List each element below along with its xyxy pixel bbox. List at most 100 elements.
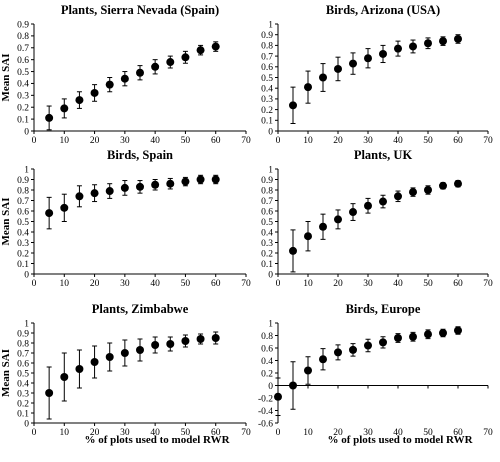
x-tick-label: 20: [90, 428, 100, 438]
x-tick-label: 50: [181, 279, 191, 289]
data-point: [289, 381, 297, 390]
data-point: [75, 365, 84, 373]
y-tick-label: 0.4: [17, 80, 29, 90]
y-tick-label: 0.2: [261, 369, 273, 379]
data-point: [394, 192, 402, 201]
y-tick-label: 0.9: [17, 176, 29, 186]
data-point: [196, 175, 205, 184]
x-axis-title-right: % of plots used to model RWR: [327, 434, 473, 446]
y-tick-label: 0.6: [261, 63, 273, 73]
y-tick-label: 0.6: [261, 207, 273, 217]
y-tick-label: 1: [268, 319, 273, 329]
data-point: [409, 332, 417, 341]
data-point: [409, 42, 417, 51]
y-axis-title: Mean SAI: [0, 198, 12, 246]
data-point: [379, 197, 387, 206]
y-tick-label: 1: [24, 319, 29, 329]
y-tick-label: 1: [24, 165, 29, 175]
chart-title: Plants, Sierra Nevada (Spain): [61, 3, 219, 17]
x-axis-title-left: % of plots used to model RWR: [84, 434, 230, 446]
data-point: [319, 73, 327, 82]
data-point: [90, 88, 99, 97]
x-tick-label: 30: [120, 428, 130, 438]
y-tick-label: 0: [24, 127, 29, 137]
y-tick-label: 0.1: [261, 260, 273, 270]
y-tick-label: -0.4: [258, 407, 273, 417]
x-tick-label: 0: [32, 136, 37, 146]
y-tick-label: 0.9: [17, 20, 29, 30]
chart-panel-4: Plants, UK00.10.20.30.40.50.60.70.80.910…: [261, 148, 493, 289]
x-tick-label: 70: [241, 136, 251, 146]
data-point: [304, 83, 312, 92]
y-tick-label: 0.8: [261, 42, 273, 52]
x-tick-label: 30: [120, 279, 130, 289]
y-tick-label: 1: [268, 165, 273, 175]
data-point: [75, 96, 84, 105]
data-point: [394, 334, 402, 342]
data-point: [211, 175, 220, 184]
x-tick-label: 0: [276, 279, 281, 289]
y-tick-label: 0.4: [261, 85, 273, 95]
data-point: [151, 180, 160, 189]
x-tick-label: 10: [303, 428, 313, 438]
x-tick-label: 20: [333, 279, 343, 289]
y-tick-label: 0.9: [261, 31, 273, 41]
data-point: [379, 49, 387, 58]
x-tick-label: 60: [453, 279, 463, 289]
y-tick-label: 0.3: [17, 239, 29, 249]
x-tick-label: 10: [303, 136, 313, 146]
chart-title: Birds, Europe: [346, 302, 421, 316]
data-point: [439, 181, 447, 190]
y-tick-label: 0.5: [261, 218, 273, 228]
data-point: [304, 366, 312, 375]
data-point: [105, 353, 114, 361]
y-tick-label: 0.7: [261, 197, 273, 207]
y-tick-label: 0.8: [261, 186, 273, 196]
y-tick-label: 0.3: [261, 95, 273, 105]
data-point: [424, 186, 432, 194]
x-tick-label: 70: [483, 279, 493, 289]
data-point: [274, 392, 282, 401]
y-tick-label: 0.5: [17, 218, 29, 228]
data-point: [120, 74, 129, 83]
data-point: [196, 335, 205, 343]
data-point: [196, 46, 205, 55]
data-point: [60, 203, 69, 212]
data-point: [90, 189, 99, 198]
data-point: [90, 358, 99, 366]
data-point: [334, 215, 342, 224]
data-point: [304, 232, 312, 241]
x-tick-label: 20: [333, 136, 343, 146]
x-tick-label: 40: [150, 428, 160, 438]
data-point: [409, 188, 417, 197]
data-point: [75, 192, 84, 201]
x-tick-label: 50: [181, 428, 191, 438]
data-point: [45, 113, 54, 122]
x-tick-label: 40: [393, 136, 403, 146]
y-tick-label: 0.3: [17, 389, 29, 399]
x-tick-label: 50: [423, 279, 433, 289]
x-tick-label: 0: [276, 428, 281, 438]
x-tick-label: 0: [32, 428, 37, 438]
data-point: [105, 80, 114, 89]
data-point: [454, 326, 462, 335]
chart-panel-6: Birds, Europe-0.6-0.4-0.200.20.40.60.810…: [258, 302, 493, 438]
data-point: [211, 334, 220, 342]
x-tick-label: 70: [241, 428, 251, 438]
data-point: [364, 54, 372, 63]
data-point: [136, 68, 144, 77]
y-tick-label: 0.1: [17, 260, 29, 270]
y-tick-label: -0.2: [258, 394, 273, 404]
chart-title: Birds, Arizona (USA): [326, 3, 440, 17]
data-point: [439, 37, 447, 46]
data-point: [60, 373, 69, 381]
y-tick-label: 0.6: [17, 207, 29, 217]
chart-title: Birds, Spain: [107, 148, 173, 162]
data-point: [439, 329, 447, 337]
x-tick-label: 10: [60, 279, 70, 289]
y-tick-label: 0.6: [17, 56, 29, 66]
x-tick-label: 70: [241, 279, 251, 289]
data-point: [166, 58, 175, 67]
data-point: [454, 34, 462, 43]
